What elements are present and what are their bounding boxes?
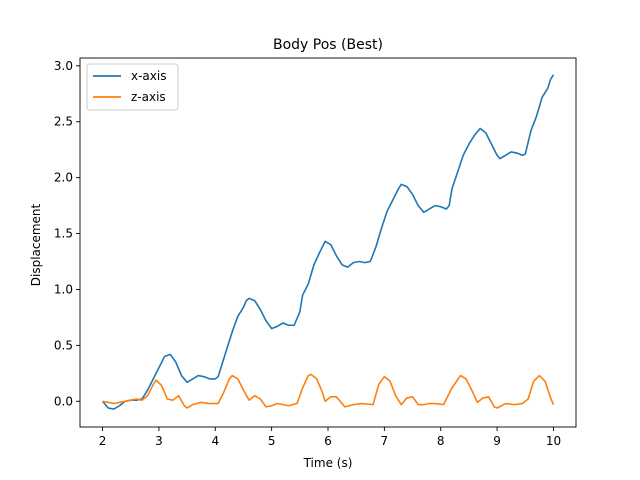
legend-label-z-axis: z-axis — [131, 90, 166, 104]
axes: 2 3 4 5 6 7 8 9 10 0.0 0.5 1.0 1.5 2.0 2.5 3.0 — [54, 57, 577, 448]
series-line-x-axis — [101, 74, 555, 410]
x-tick-label: 7 — [381, 434, 389, 448]
x-tick-label: 2 — [99, 434, 107, 448]
y-tick-label: 2.0 — [54, 171, 73, 185]
chart-title: Body Pos (Best) — [273, 37, 383, 53]
x-tick-label: 9 — [493, 434, 501, 448]
x-tick-label: 10 — [546, 434, 561, 448]
y-tick-label: 0.5 — [54, 338, 73, 352]
x-axis-label: Time (s) — [303, 456, 353, 470]
legend: x-axis z-axis — [86, 63, 179, 111]
x-tick-label: 4 — [211, 434, 219, 448]
x-tick-label: 8 — [437, 434, 445, 448]
y-axis-label: Displacement — [29, 203, 43, 286]
y-tick-label: 1.5 — [54, 227, 73, 241]
y-tick-label: 0.0 — [54, 394, 73, 408]
x-tick-label: 6 — [324, 434, 332, 448]
y-tick-label: 1.0 — [54, 282, 73, 296]
y-tick-label: 2.5 — [54, 115, 73, 129]
y-tick-label: 3.0 — [54, 59, 73, 73]
series-line-z-axis — [102, 373, 555, 409]
x-tick-label: 3 — [155, 434, 163, 448]
plot-area — [101, 74, 555, 410]
x-tick-label: 5 — [268, 434, 276, 448]
legend-label-x-axis: x-axis — [131, 69, 166, 83]
